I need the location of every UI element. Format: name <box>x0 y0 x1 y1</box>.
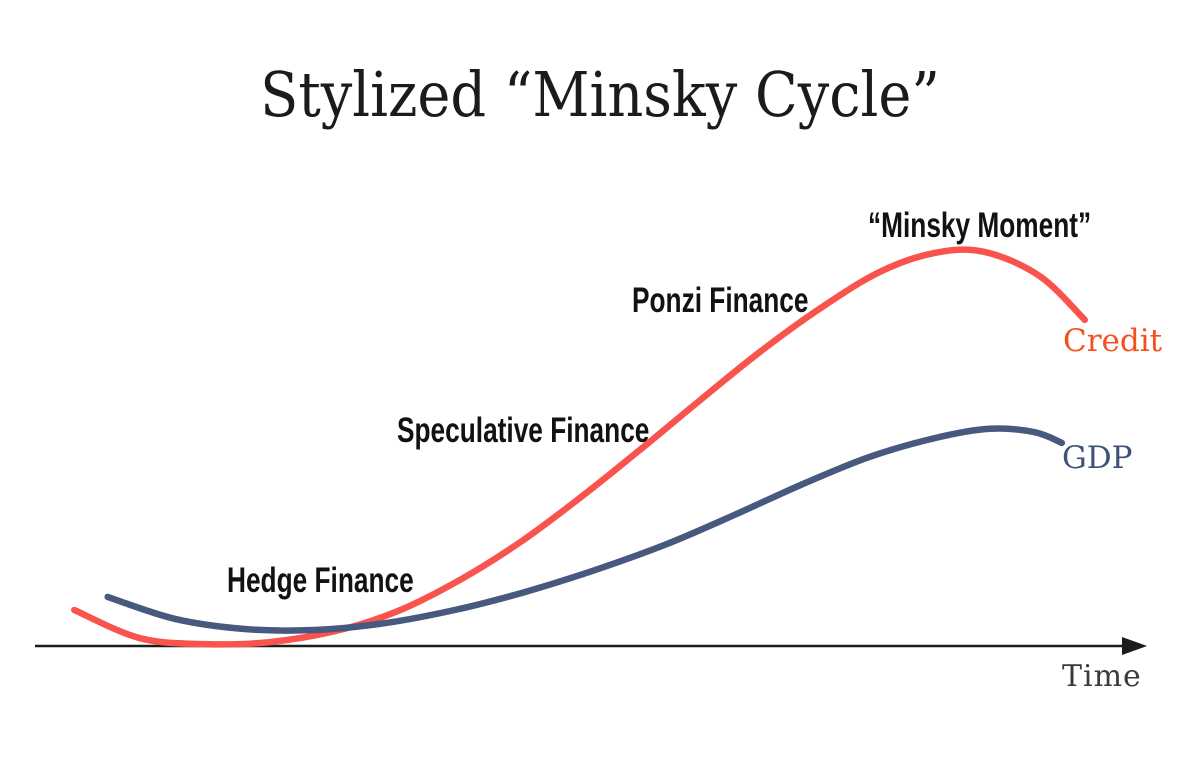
annotation-minsky-moment: “Minsky Moment” <box>868 206 1092 245</box>
credit-curve <box>71 246 1089 648</box>
annotation-ponzi-finance: Ponzi Finance <box>632 281 809 320</box>
x-axis-arrowhead-icon <box>1122 637 1147 655</box>
gdp-curve <box>104 425 1066 634</box>
series-label-credit: Credit <box>1063 323 1163 359</box>
series-label-gdp: GDP <box>1062 440 1133 476</box>
chart-title: Stylized “Minsky Cycle” <box>260 58 940 131</box>
annotation-speculative-finance: Speculative Finance <box>397 411 650 450</box>
annotation-hedge-finance: Hedge Finance <box>227 561 414 600</box>
x-axis-label: Time <box>1062 659 1142 694</box>
